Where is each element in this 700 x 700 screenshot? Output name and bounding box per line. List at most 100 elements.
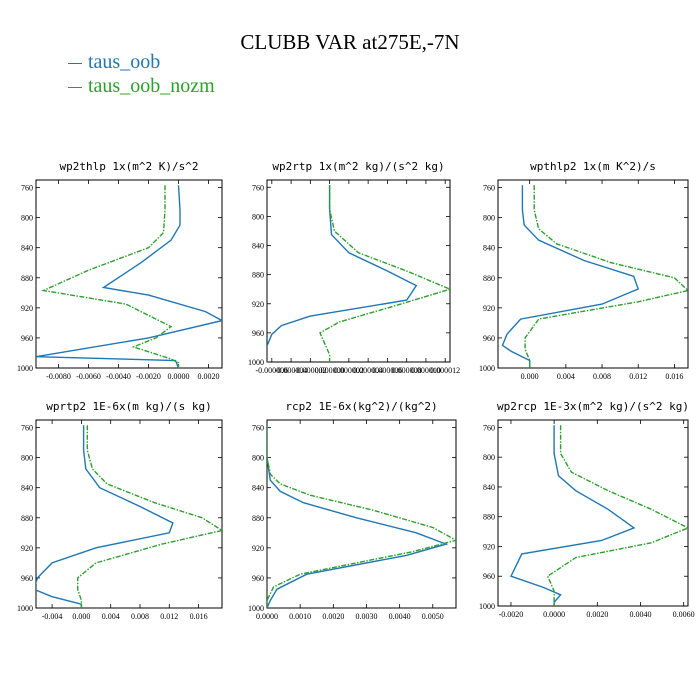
series-line-taus-oob-nozm [76, 425, 222, 608]
y-tick-label: 960 [483, 334, 495, 343]
x-tick-label: 0.0060 [673, 610, 695, 619]
x-tick-label: -0.004 [42, 612, 63, 621]
x-tick-label: 0.012 [629, 372, 647, 381]
panel-2: wp2rtp 1x(m^2 kg)/(s^2 kg) 760 800 840 880 92… [248, 160, 460, 375]
panel-title: wp2rcp 1E-3x(m^2 kg)/(s^2 kg) [497, 400, 689, 413]
x-tick-label: 0.000002 [334, 366, 364, 375]
x-tick-label: 0.0040 [630, 610, 652, 619]
panel-title: rcp2 1E-6x(kg^2)/(kg^2) [285, 400, 437, 413]
x-tick-label: 0.000 [521, 372, 539, 381]
y-tick-label: 1000 [17, 364, 33, 373]
x-tick-label: 0.012 [160, 612, 178, 621]
panel-5: rcp2 1E-6x(kg^2)/(kg^2) 760 800 840 880 920 96… [248, 400, 457, 621]
x-tick-label: 0.000008 [392, 366, 422, 375]
x-tick-label: 0.0000 [168, 372, 190, 381]
y-tick-label: 880 [21, 274, 33, 283]
y-tick-label: 840 [252, 484, 264, 493]
x-tick-label: 0.004 [557, 372, 575, 381]
x-tick-label: 0.000006 [372, 366, 402, 375]
x-tick-label: 0.0020 [322, 612, 344, 621]
y-tick-label: 760 [252, 424, 264, 433]
series-line-taus-oob [36, 185, 222, 368]
series-line-taus-oob [36, 425, 174, 608]
y-tick-label: 760 [21, 424, 33, 433]
y-tick-label: 840 [483, 483, 495, 492]
y-tick-label: 880 [21, 514, 33, 523]
x-tick-label: 0.0020 [586, 610, 608, 619]
x-tick-label: -0.0040 [106, 372, 131, 381]
series-line-taus-oob [267, 185, 418, 362]
y-tick-label: 840 [252, 242, 264, 251]
series-line-taus-oob-nozm [267, 425, 456, 608]
legend-swatch-taus-oob [68, 62, 82, 64]
y-tick-label: 800 [483, 214, 495, 223]
x-tick-label: -0.0020 [499, 610, 524, 619]
x-tick-label: -0.000002 [294, 366, 327, 375]
plot-frame [266, 179, 451, 363]
y-tick-label: 840 [21, 244, 33, 253]
plot-frame [266, 419, 457, 609]
y-tick-label: 880 [483, 513, 495, 522]
x-tick-label: -0.000006 [255, 366, 288, 375]
y-tick-label: 880 [252, 514, 264, 523]
legend-entry-taus-oob: taus_oob [68, 50, 215, 74]
x-tick-label: 0.004 [102, 612, 120, 621]
x-tick-label: 0.000012 [430, 366, 460, 375]
y-tick-label: 800 [252, 454, 264, 463]
y-tick-label: 1000 [479, 602, 495, 611]
y-tick-label: 840 [483, 244, 495, 253]
panel-6: wp2rcp 1E-3x(m^2 kg)/(s^2 kg) 760 800 840 88… [479, 400, 695, 619]
plot-frame [497, 419, 689, 607]
x-tick-label: 0.0000 [543, 610, 565, 619]
y-tick-label: 760 [252, 183, 264, 192]
y-tick-label: 1000 [248, 358, 264, 367]
x-tick-label: 0.0030 [355, 612, 377, 621]
legend: taus_oob taus_oob_nozm [68, 50, 215, 98]
x-tick-label: 0.000 [72, 612, 90, 621]
y-tick-label: 920 [21, 304, 33, 313]
legend-label-taus-oob-nozm: taus_oob_nozm [88, 75, 215, 97]
series-line-taus-oob [510, 425, 636, 606]
y-tick-label: 960 [21, 574, 33, 583]
panel-title: wprtp2 1E-6x(m kg)/(s kg) [46, 400, 212, 413]
x-tick-label: 0.016 [665, 372, 683, 381]
x-tick-label: 0.008 [131, 612, 149, 621]
series-line-taus-oob-nozm [319, 185, 450, 362]
plot-frame [35, 419, 223, 609]
series-line-taus-oob-nozm [524, 185, 688, 368]
y-tick-label: 960 [21, 334, 33, 343]
y-tick-label: 920 [252, 544, 264, 553]
x-tick-label: -0.0020 [136, 372, 161, 381]
x-tick-label: 0.0050 [422, 612, 444, 621]
series-line-taus-oob-nozm [41, 185, 180, 368]
x-tick-label: 0.008 [593, 372, 611, 381]
x-tick-label: 0.0000 [256, 612, 278, 621]
panel-3: wpthlp2 1x(m K^2)/s 760 800 840 880 920 960 100… [479, 160, 689, 381]
y-tick-label: 920 [252, 300, 264, 309]
panel-4: wprtp2 1E-6x(m kg)/(s kg) 760 800 840 880 920… [17, 400, 223, 621]
x-tick-label: 0.0020 [198, 372, 220, 381]
y-tick-label: 800 [252, 212, 264, 221]
y-tick-label: 760 [483, 423, 495, 432]
y-tick-label: 1000 [17, 604, 33, 613]
y-tick-label: 880 [252, 271, 264, 280]
plot-frame [497, 179, 689, 369]
y-tick-label: 800 [21, 214, 33, 223]
x-tick-label: 0.0010 [289, 612, 311, 621]
y-tick-label: 760 [21, 184, 33, 193]
panel-title: wp2rtp 1x(m^2 kg)/(s^2 kg) [272, 160, 444, 173]
y-tick-label: 920 [483, 304, 495, 313]
panel-title: wpthlp2 1x(m K^2)/s [530, 160, 656, 173]
x-tick-label: -0.0060 [76, 372, 101, 381]
x-tick-label: -0.0080 [46, 372, 71, 381]
x-tick-label: 0.0040 [389, 612, 411, 621]
y-tick-label: 920 [483, 542, 495, 551]
series-line-taus-oob-nozm [546, 425, 688, 606]
x-tick-label: 0.000010 [411, 366, 441, 375]
y-tick-label: 960 [252, 574, 264, 583]
legend-entry-taus-oob-nozm: taus_oob_nozm [68, 74, 215, 98]
y-tick-label: 760 [483, 184, 495, 193]
x-tick-label: -0.000004 [275, 366, 308, 375]
y-tick-label: 840 [21, 484, 33, 493]
